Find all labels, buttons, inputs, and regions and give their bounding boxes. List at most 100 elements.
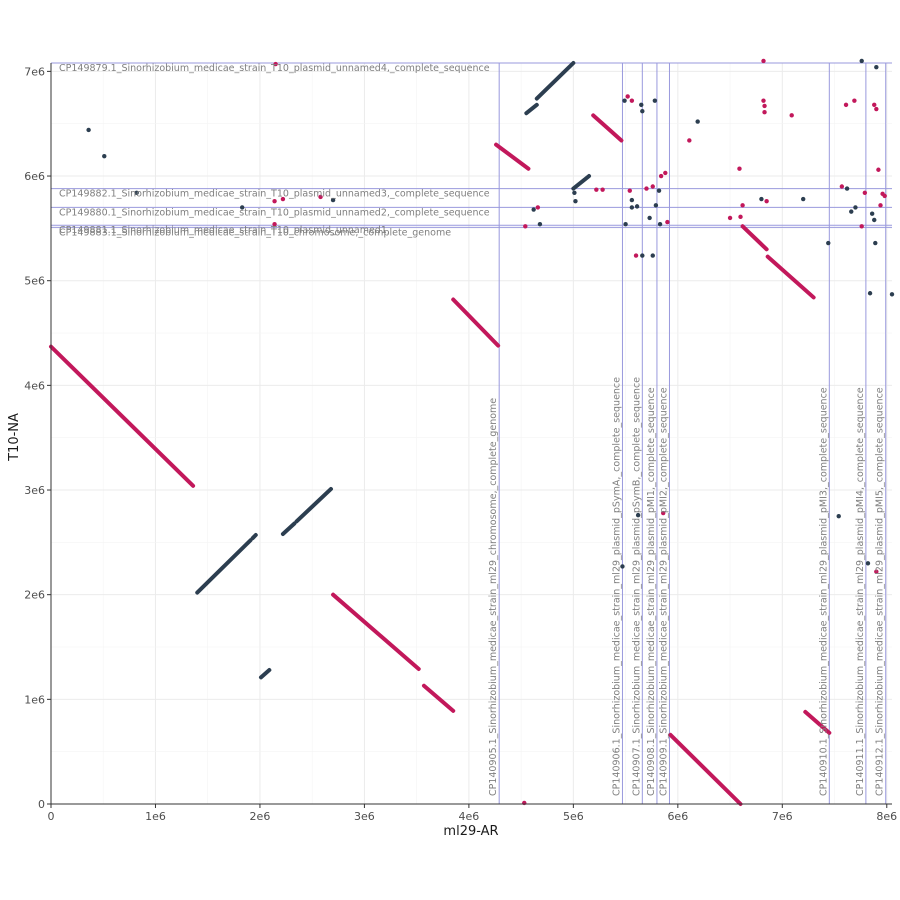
x-tick-label: 7e6 (772, 810, 793, 823)
reverse-alignment-point (727, 215, 733, 221)
reverse-alignment-point (839, 184, 845, 189)
forward-alignment-point (239, 205, 245, 210)
forward-alignment-point (102, 153, 107, 159)
forward-alignment-point (800, 196, 806, 202)
reverse-alignment-point (625, 94, 630, 99)
forward-alignment-point (647, 215, 652, 221)
x-axis-title: ml29-AR (443, 824, 498, 839)
forward-alignment-point (330, 197, 336, 203)
forward-alignment-point (652, 98, 658, 103)
forward-alignment-segment (250, 533, 258, 541)
y-tick-label: 4e6 (24, 379, 45, 392)
forward-alignment-point (634, 204, 640, 209)
reverse-alignment-segment (49, 344, 196, 488)
reverse-alignment-segment (421, 683, 456, 713)
forward-alignment-point (573, 198, 578, 204)
forward-alignment-segment (258, 668, 272, 680)
forward-alignment-point (695, 119, 700, 124)
x-contig-label: CP140911.1_Sinorhizobium_medicae_strain_… (855, 387, 866, 796)
forward-alignment-segment (280, 521, 297, 536)
reverse-alignment-point (661, 510, 666, 516)
x-tick-label: 4e6 (459, 810, 480, 823)
reverse-alignment-point (878, 203, 883, 208)
forward-alignment-segment (195, 538, 253, 595)
x-tick-label: 3e6 (354, 810, 375, 823)
reverse-alignment-point (852, 98, 857, 103)
axes-layer: 0 1e6 2e6 3e6 4e6 5e6 6e6 7e6 8e6 0 1e6 2e6 3e6 4e6 5e… (24, 63, 897, 823)
forward-alignment-point (86, 127, 91, 133)
y-contig-label: CP149880.1_Sinorhizobium_medicae_strain_… (59, 207, 490, 218)
y-tick-label: 0 (38, 798, 45, 811)
reverse-alignment-point (318, 194, 323, 200)
reverse-alignment-point (272, 221, 277, 227)
reverse-alignment-point (762, 103, 767, 109)
y-contig-label: CP149883.1_Sinorhizobium_medicae_strain_… (59, 227, 451, 238)
x-contig-label: CP140906.1_Sinorhizobium_medicae_strain_… (611, 377, 622, 796)
forward-alignment-point (872, 217, 877, 223)
y-tick-label: 7e6 (24, 65, 45, 78)
forward-alignment-point (629, 205, 635, 210)
y-contig-label: CP149881.1_Sinorhizobium_medicae_strain_… (59, 225, 390, 236)
forward-alignment-point (759, 196, 764, 202)
reverse-alignment-segment (765, 254, 816, 300)
x-tick-label: 2e6 (250, 810, 271, 823)
forward-alignment-point (656, 188, 662, 193)
forward-alignment-point (836, 513, 841, 519)
x-tick-label: 8e6 (876, 810, 897, 823)
forward-alignment-point (537, 221, 543, 227)
reverse-alignment-point (633, 253, 639, 258)
reverse-alignment-point (882, 193, 887, 199)
y-tick-label: 2e6 (24, 589, 45, 602)
forward-alignment-point (889, 292, 895, 297)
y-tick-label: 3e6 (24, 484, 45, 497)
forward-alignment-point (869, 211, 875, 216)
forward-alignment-point (629, 197, 635, 203)
reverse-alignment-point (761, 98, 766, 103)
forward-alignment-point (622, 98, 627, 103)
reverse-alignment-point (862, 190, 868, 195)
x-contig-label: CP140908.1_Sinorhizobium_medicae_strain_… (646, 387, 657, 796)
reverse-alignment-point (665, 219, 670, 225)
forward-alignment-point (853, 205, 858, 210)
y-axis-title: T10-NA (7, 413, 22, 462)
forward-alignment-point (844, 186, 850, 191)
forward-alignment-point (826, 240, 831, 246)
forward-alignment-point (531, 207, 536, 212)
reverse-alignment-point (644, 186, 649, 191)
x-tick-label: 6e6 (667, 810, 688, 823)
reverse-alignment-segment (740, 224, 769, 252)
y-contig-label: CP149882.1_Sinorhizobium_medicae_strain_… (59, 189, 490, 200)
forward-alignment-segment (524, 102, 539, 116)
reverse-alignment-segment (451, 297, 501, 348)
reverse-alignment-point (594, 187, 599, 192)
y-contig-label: CP149879.1_Sinorhizobium_medicae_strain_… (59, 63, 490, 74)
x-tick-label: 0 (48, 810, 55, 823)
y-tick-label: 5e6 (24, 275, 45, 288)
reverse-alignment-point (843, 102, 849, 108)
reverse-alignment-point (273, 61, 278, 67)
reverse-alignment-point (872, 102, 877, 108)
reverse-alignment-point (874, 569, 879, 574)
reverse-alignment-point (737, 166, 742, 171)
forward-alignment-point (874, 64, 879, 70)
reverse-alignment-point (789, 113, 794, 118)
reverse-alignment-point (764, 198, 769, 204)
x-contig-label: CP140910.1_Sinorhizobium_medicae_strain_… (818, 387, 829, 796)
forward-alignment-point (867, 291, 873, 296)
contig-boundary-layer (51, 62, 892, 804)
reverse-alignment-segment (331, 592, 421, 671)
forward-alignment-segment (571, 174, 592, 191)
reverse-alignment-point (600, 187, 605, 192)
forward-alignment-point (640, 253, 645, 258)
forward-alignment-point (572, 190, 577, 195)
forward-alignment-point (859, 58, 864, 64)
forward-alignment-point (657, 221, 663, 227)
reverse-alignment-point (762, 109, 767, 115)
reverse-alignment-point (627, 188, 632, 193)
reverse-alignment-point (859, 224, 864, 229)
x-contig-label: CP140909.1_Sinorhizobium_medicae_strain_… (658, 387, 669, 796)
contig-label-layer: CP140905.1_Sinorhizobium_medicae_strain_… (59, 63, 886, 796)
x-contig-label: CP140905.1_Sinorhizobium_medicae_strain_… (488, 398, 499, 796)
forward-alignment-point (849, 209, 854, 214)
